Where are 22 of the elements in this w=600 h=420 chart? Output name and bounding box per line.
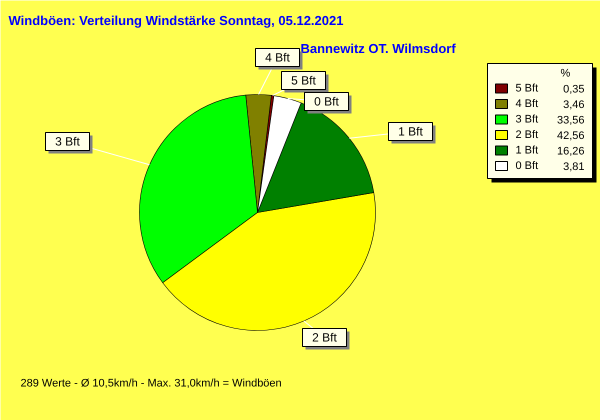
slice-label: 5 Bft bbox=[291, 74, 317, 88]
legend-label: 0 Bft bbox=[516, 160, 538, 172]
slice-label: 4 Bft bbox=[265, 50, 291, 64]
data-label: 42,56 bbox=[556, 130, 585, 142]
legend-title: % bbox=[560, 68, 570, 80]
data-label: 0,35 bbox=[563, 84, 585, 96]
legend-label: 1 Bft bbox=[516, 144, 538, 156]
data-label: 3,81 bbox=[563, 161, 585, 173]
slice-label: 3 Bft bbox=[55, 134, 81, 148]
slice-label: 0 Bft bbox=[314, 94, 340, 108]
legend-label: 3 Bft bbox=[516, 114, 538, 126]
legend-label: 5 Bft bbox=[516, 82, 538, 94]
slice-label: 2 Bft bbox=[312, 330, 338, 344]
legend-label: 2 Bft bbox=[516, 129, 538, 141]
legend-label: 4 Bft bbox=[516, 98, 538, 110]
chart-subtitle: Bannewitz OT. Wilmsdorf bbox=[300, 41, 456, 56]
slice-label: 1 Bft bbox=[398, 124, 424, 138]
data-label: 16,26 bbox=[556, 146, 585, 158]
data-label: 3,46 bbox=[563, 99, 585, 111]
text: 289 Werte - Ø 10,5km/h - Max. 31,0km/h = Windböen bbox=[20, 378, 282, 390]
chart-title: Windböen: Verteilung Windstärke Sonntag, 05.12.2021 bbox=[8, 13, 344, 28]
data-label: 33,56 bbox=[556, 114, 585, 126]
